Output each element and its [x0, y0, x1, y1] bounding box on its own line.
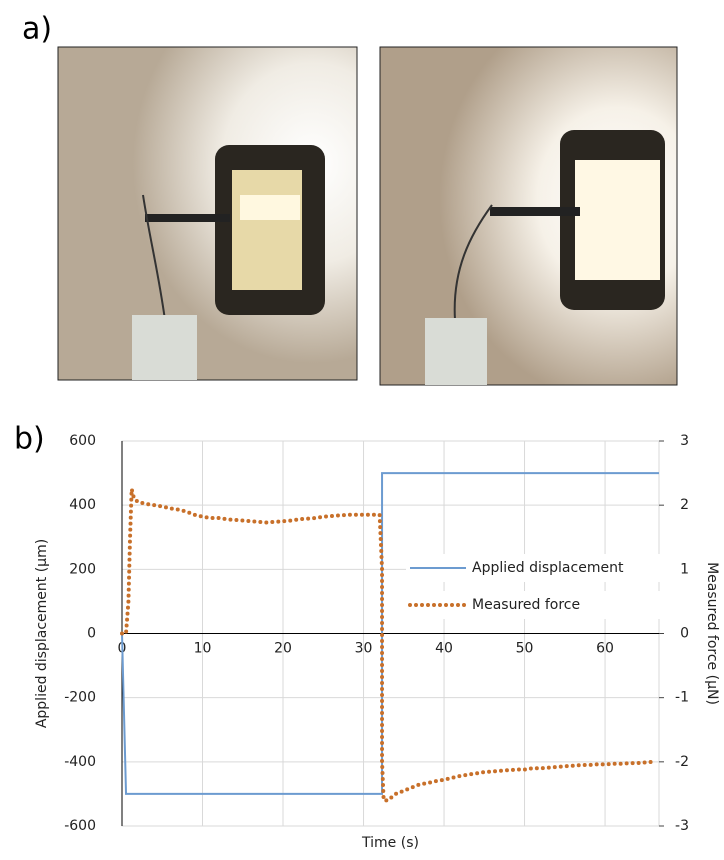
x-tick-label: 40 [435, 641, 453, 657]
data-line [121, 472, 659, 795]
x-tick-label: 20 [274, 641, 292, 657]
photo [57, 46, 358, 381]
y2-tick-label: -2 [675, 754, 689, 770]
x-tick-label: 10 [194, 641, 212, 657]
y2-axis-label: Measured force (µN) [704, 562, 720, 705]
x-tick-label: 50 [516, 641, 534, 657]
y-axis-label: Applied displacement (µm) [34, 539, 50, 728]
y-tick-label: 200 [69, 561, 96, 577]
panel-label: a) [22, 12, 52, 47]
x-tick-label: 60 [596, 641, 614, 657]
x-axis-label: Time (s) [361, 835, 419, 851]
photo [379, 46, 678, 386]
y2-tick-label: 3 [680, 433, 689, 449]
legend-bg [406, 591, 668, 619]
y-tick-label: -200 [64, 690, 96, 706]
y-tick-label: 400 [69, 497, 96, 513]
x-tick-label: 30 [355, 641, 373, 657]
panel-label: b) [14, 422, 45, 457]
y-tick-label: -400 [64, 754, 96, 770]
y-tick-label: 600 [69, 433, 96, 449]
legend-entry: Applied displacement [472, 560, 624, 576]
y2-tick-label: 0 [680, 626, 689, 642]
y2-tick-label: -3 [675, 818, 689, 834]
y-tick-label: -600 [64, 818, 96, 834]
y-tick-label: 0 [87, 626, 96, 642]
y2-tick-label: 2 [680, 497, 689, 513]
y2-tick-label: 1 [680, 561, 689, 577]
y2-tick-label: -1 [675, 690, 689, 706]
data-line [120, 488, 656, 803]
legend-entry: Measured force [472, 597, 580, 613]
